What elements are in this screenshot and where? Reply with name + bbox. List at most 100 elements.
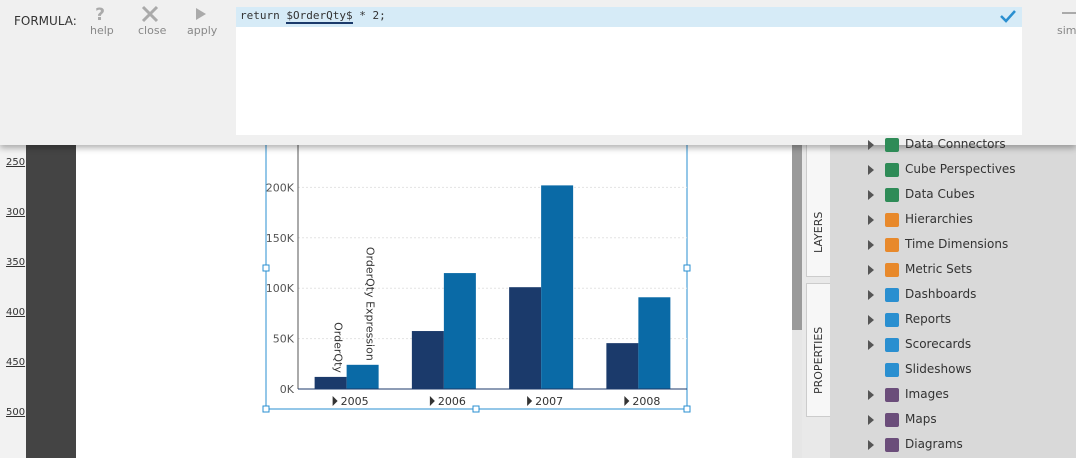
ruler-label: 450 <box>6 357 26 368</box>
resize-handle[interactable] <box>683 264 691 272</box>
panel-item[interactable]: Cube Perspectives <box>905 162 1016 176</box>
item-icon <box>885 413 899 427</box>
arrow <box>868 265 874 275</box>
expand-arrow[interactable] <box>867 440 875 450</box>
arrow <box>868 240 874 250</box>
code: return <box>240 9 280 22</box>
apply-button[interactable]: apply <box>187 24 218 37</box>
ruler-label: 350 <box>6 257 26 268</box>
arrow <box>868 415 874 425</box>
x-tick-label: 2006 <box>438 395 466 408</box>
current-line <box>236 7 1022 27</box>
variable: $OrderQty$ <box>286 9 353 24</box>
scroll-thumb[interactable] <box>792 140 802 330</box>
panel-item[interactable]: Time Dimensions <box>905 237 1009 251</box>
item-icon <box>885 138 899 152</box>
arrow <box>868 215 874 225</box>
arrow <box>868 290 874 300</box>
bar <box>541 185 574 389</box>
category-arrow <box>527 396 533 406</box>
expand-arrow[interactable] <box>867 390 875 400</box>
help-button[interactable]: help <box>90 24 114 37</box>
expand-arrow[interactable] <box>867 190 875 200</box>
formula-label: FORMULA: <box>14 14 77 28</box>
panel-item[interactable]: Reports <box>905 312 952 326</box>
tab-label: PROPERTIES <box>812 326 825 394</box>
arrow <box>868 190 874 200</box>
ruler-label: 250 <box>6 157 26 168</box>
arrow <box>868 315 874 325</box>
bar <box>346 364 379 389</box>
arrow <box>868 165 874 175</box>
panel-item[interactable]: Dashboards <box>905 287 977 301</box>
item-icon <box>885 388 899 402</box>
bar <box>638 297 671 389</box>
item-icon <box>885 288 899 302</box>
expand-arrow[interactable] <box>867 165 875 175</box>
item-icon <box>885 363 899 377</box>
category-arrow <box>332 396 338 406</box>
expand-arrow[interactable] <box>867 140 875 150</box>
panel-item[interactable]: Diagrams <box>905 437 963 451</box>
panel-item[interactable]: Slideshows <box>905 362 972 376</box>
bar <box>443 273 476 389</box>
item-icon <box>885 263 899 277</box>
simplify-icon <box>1062 12 1076 14</box>
item-icon <box>885 438 899 452</box>
expand-arrow[interactable] <box>867 215 875 225</box>
resize-handle[interactable] <box>262 405 270 413</box>
chart[interactable]: 0K 50K 100K 150K 200K OrderQty OrderQty Expres… <box>260 130 700 420</box>
check-icon[interactable] <box>998 8 1018 24</box>
item-icon <box>885 338 899 352</box>
panel-item[interactable]: Images <box>905 387 949 401</box>
bar <box>509 287 542 389</box>
toolbar-icons: ? <box>95 5 206 24</box>
expand-arrow[interactable] <box>867 315 875 325</box>
panel-item[interactable]: Maps <box>905 412 937 426</box>
bar <box>606 343 639 389</box>
ruler-label: 400 <box>6 307 26 318</box>
y-tick-label: 100K <box>266 282 295 295</box>
panel-item[interactable]: Metric Sets <box>905 262 973 276</box>
x-tick-label: 2008 <box>632 395 660 408</box>
series-label: OrderQty Expression <box>364 247 377 361</box>
expand-arrow[interactable] <box>867 265 875 275</box>
arrow <box>868 390 874 400</box>
panel-item[interactable]: Data Connectors <box>905 137 1006 151</box>
svg-text:?: ? <box>95 5 105 24</box>
panel-item[interactable]: Scorecards <box>905 337 972 351</box>
close-button[interactable]: close <box>138 24 167 37</box>
panel-item[interactable]: Hierarchies <box>905 212 973 226</box>
panel-item[interactable]: Data Cubes <box>905 187 975 201</box>
item-icon <box>885 313 899 327</box>
arrow <box>868 140 874 150</box>
formula-toolbar: FORMULA: ? help close apply simp return … <box>0 0 1076 145</box>
arrow <box>868 340 874 350</box>
expand-arrow[interactable] <box>867 415 875 425</box>
tab-label: LAYERS <box>812 211 825 253</box>
category-arrow <box>429 396 435 406</box>
arrow <box>868 440 874 450</box>
code: * 2; <box>359 9 386 22</box>
simplify-button[interactable]: simp <box>1057 24 1076 37</box>
expand-arrow[interactable] <box>867 340 875 350</box>
formula-editor[interactable] <box>236 7 1022 135</box>
layers-tab[interactable]: LAYERS <box>806 140 831 277</box>
resize-handle[interactable] <box>683 405 691 413</box>
y-tick-label: 0K <box>280 383 295 396</box>
x-tick-label: 2005 <box>341 395 369 408</box>
item-icon <box>885 238 899 252</box>
item-icon <box>885 188 899 202</box>
expand-arrow[interactable] <box>867 240 875 250</box>
bar <box>411 331 444 389</box>
expand-arrow[interactable] <box>867 290 875 300</box>
formula-code: return $OrderQty$ * 2; <box>240 9 386 24</box>
properties-tab[interactable]: PROPERTIES <box>806 283 831 417</box>
item-icon <box>885 163 899 177</box>
bar <box>314 376 347 389</box>
y-tick-label: 50K <box>273 333 295 346</box>
ruler-label: 300 <box>6 207 26 218</box>
resize-handle[interactable] <box>472 405 480 413</box>
resize-handle[interactable] <box>262 264 270 272</box>
